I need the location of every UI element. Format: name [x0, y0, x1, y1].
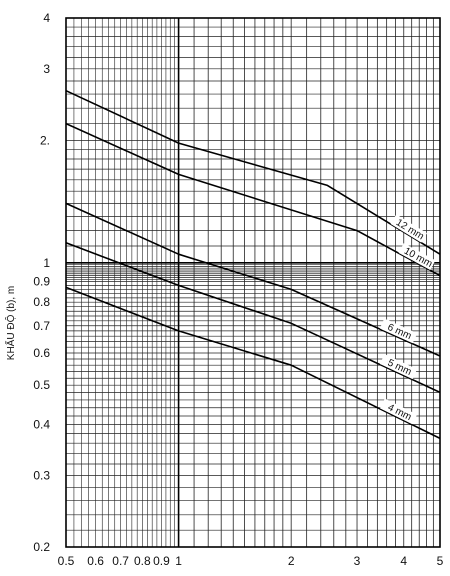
- series-label-background: [379, 354, 418, 380]
- series-line: [65, 286, 441, 440]
- x-tick-label: 5: [437, 554, 444, 568]
- x-axis-ticks: 0.5 0.6 0.7 0.8 0.9 1 2 3 4 5: [58, 554, 444, 568]
- x-tick-label: 4: [400, 554, 407, 568]
- y-tick-label: 3: [43, 62, 50, 76]
- x-tick-label: 0.8: [134, 554, 151, 568]
- x-tick-label: 1: [175, 554, 182, 568]
- x-tick-label: 2: [288, 554, 295, 568]
- y-tick-label: 0.3: [33, 468, 50, 482]
- series-label-background: [390, 214, 427, 243]
- x-tick-label: 0.7: [112, 554, 129, 568]
- series-label: 6 mm: [386, 322, 413, 342]
- y-tick-label: 0.7: [33, 319, 50, 333]
- y-axis-ticks: 0.2 0.3 0.4 0.5 0.6 0.7 0.8 0.9 1 2. 3 4: [33, 11, 50, 554]
- series-label: 5 mm: [386, 358, 413, 379]
- series-line: [65, 242, 441, 394]
- series-label-background: [398, 243, 436, 270]
- y-axis-label: KHẨU ĐỘ (b), m: [4, 286, 17, 360]
- x-tick-label: 0.5: [58, 554, 75, 568]
- y-tick-label: 2.: [40, 133, 50, 147]
- y-tick-label: 0.4: [33, 418, 50, 432]
- series-label: 4 mm: [386, 402, 413, 423]
- series-label-background: [379, 398, 418, 425]
- series-line: [65, 122, 441, 277]
- minor-grid: [65, 17, 441, 548]
- major-grid: [66, 18, 440, 547]
- y-tick-label: 0.9: [33, 274, 50, 288]
- x-tick-label: 0.6: [87, 554, 104, 568]
- y-tick-label: 1: [43, 256, 50, 270]
- y-tick-label: 0.2: [33, 540, 50, 554]
- y-tick-label: 0.5: [33, 378, 50, 392]
- series-line: [65, 202, 441, 357]
- x-tick-label: 0.9: [153, 554, 170, 568]
- x-tick-label: 3: [354, 554, 361, 568]
- y-tick-label: 0.8: [33, 295, 50, 309]
- y-tick-label: 0.6: [33, 346, 50, 360]
- y-tick-label: 4: [43, 11, 50, 25]
- plot-frame: [65, 17, 441, 548]
- series-label-background: [379, 318, 418, 344]
- series-line: [65, 89, 441, 255]
